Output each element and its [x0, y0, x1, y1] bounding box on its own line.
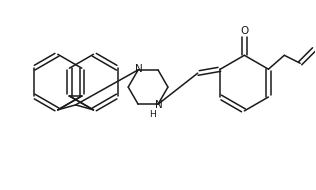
- Text: N: N: [135, 64, 143, 74]
- Text: N: N: [155, 100, 163, 110]
- Text: H: H: [149, 110, 156, 119]
- Text: O: O: [240, 26, 248, 36]
